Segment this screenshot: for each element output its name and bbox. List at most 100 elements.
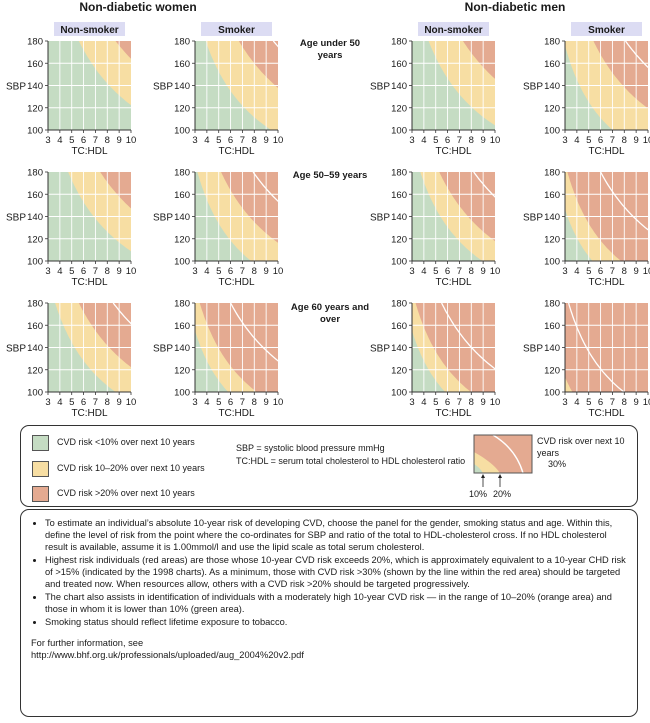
y-tick-label: 160 [27,321,43,332]
x-tick-label: 3 [45,135,50,146]
note-bullet-1: To estimate an individual’s absolute 10-… [45,517,627,553]
x-tick-label: 5 [586,135,591,146]
x-axis-title: TC:HDL [218,277,255,288]
x-tick-label: 5 [69,135,74,146]
x-tick-label: 10 [490,266,501,277]
x-tick-label: 5 [216,397,221,408]
y-tick-label: 140 [391,343,407,354]
x-tick-label: 9 [116,397,121,408]
y-tick-label: 140 [544,81,560,92]
y-tick-label: 180 [27,37,43,48]
x-tick-label: 6 [445,266,450,277]
y-tick-label: 120 [391,365,407,376]
y-tick-label: 100 [391,257,407,268]
x-tick-label: 6 [445,135,450,146]
x-tick-label: 7 [457,266,462,277]
x-tick-label: 6 [598,135,603,146]
x-tick-label: 8 [105,397,110,408]
x-tick-label: 8 [252,135,257,146]
column-header: Smoker [218,25,255,36]
y-tick-label: 180 [544,37,560,48]
x-tick-label: 9 [633,135,638,146]
x-tick-label: 7 [610,266,615,277]
x-tick-label: 9 [116,266,121,277]
risk-charts: 3 4 5 6 7 8 9 10100120140160180TC:HDLSBPNon-smo… [6,22,650,420]
y-tick-label: 160 [27,190,43,201]
y-tick-label: 120 [391,234,407,245]
x-tick-label: 8 [252,266,257,277]
x-tick-label: 6 [81,266,86,277]
y-tick-label: 160 [544,190,560,201]
y-tick-label: 160 [174,190,190,201]
x-tick-label: 5 [216,135,221,146]
x-tick-label: 4 [421,397,426,408]
y-tick-label: 120 [27,365,43,376]
y-axis-title: SBP [6,82,26,93]
x-tick-label: 5 [69,397,74,408]
x-tick-label: 6 [81,135,86,146]
inset-title: CVD risk over next 10 years [537,436,625,458]
x-tick-label: 3 [562,397,567,408]
y-axis-title: SBP [153,344,173,355]
risk-30-line [473,172,495,198]
x-axis-title: TC:HDL [71,277,108,288]
y-tick-label: 160 [391,59,407,70]
risk-30-line [600,172,648,231]
y-tick-label: 140 [544,212,560,223]
x-tick-label: 8 [469,266,474,277]
column-header: Non-smoker [60,25,118,36]
y-tick-label: 100 [27,257,43,268]
x-tick-label: 4 [57,135,62,146]
men-group-title: Non-diabetic men [464,0,566,14]
x-tick-label: 3 [45,266,50,277]
risk-30-line [112,303,131,325]
y-axis-title: SBP [153,82,173,93]
x-tick-label: 8 [622,266,627,277]
women-group-title: Non-diabetic women [79,0,197,14]
legend-label-green: CVD risk <10% over next 10 years [57,437,195,447]
x-tick-label: 6 [445,397,450,408]
y-tick-label: 160 [27,59,43,70]
y-tick-label: 120 [27,234,43,245]
x-tick-label: 10 [273,135,284,146]
y-tick-label: 160 [544,59,560,70]
y-tick-label: 100 [174,257,190,268]
x-tick-label: 4 [204,135,209,146]
column-header-bg [571,22,642,36]
x-tick-label: 8 [622,397,627,408]
note-bullet-3: The chart also assists in identification… [45,591,627,615]
y-tick-label: 120 [174,103,190,114]
y-tick-label: 180 [174,168,190,179]
x-tick-label: 10 [273,266,284,277]
y-tick-label: 100 [544,257,560,268]
y-tick-label: 140 [391,81,407,92]
legend-label-orange: CVD risk 10–20% over next 10 years [57,463,205,473]
x-tick-label: 5 [433,135,438,146]
x-tick-label: 6 [81,397,86,408]
x-tick-label: 3 [409,135,414,146]
y-tick-label: 120 [544,365,560,376]
risk-30-line [230,303,278,362]
x-axis-title: TC:HDL [71,408,108,419]
risk-30-line [567,303,625,392]
x-axis-title: TC:HDL [218,408,255,419]
x-tick-label: 3 [192,397,197,408]
x-tick-label: 10 [126,397,137,408]
note-bullet-4: Smoking status should reflect lifetime e… [45,616,627,628]
further-info-url[interactable]: http://www.bhf.org.uk/professionals/uplo… [31,650,304,660]
x-tick-label: 8 [622,135,627,146]
x-tick-label: 3 [562,135,567,146]
x-tick-label: 8 [469,397,474,408]
y-tick-label: 160 [391,190,407,201]
x-tick-label: 4 [57,266,62,277]
y-tick-label: 120 [544,234,560,245]
legend-swatch-orange [32,461,49,477]
y-tick-label: 100 [544,126,560,137]
age-label-under-50: Age under 50 years [299,38,361,61]
inset-10-label: 10% [469,489,488,499]
